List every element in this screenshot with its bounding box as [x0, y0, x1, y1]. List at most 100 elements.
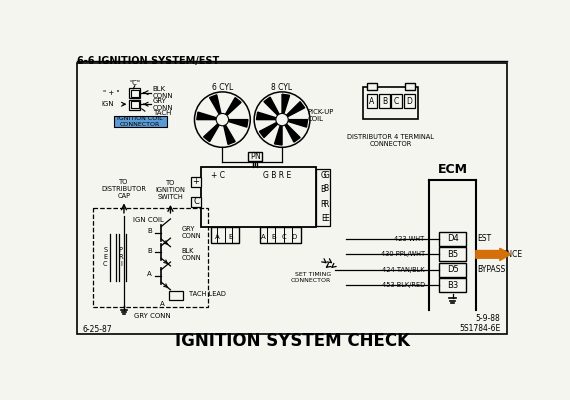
Text: 453 BLK/RED: 453 BLK/RED — [381, 282, 425, 288]
Text: D: D — [406, 97, 412, 106]
Text: B: B — [382, 97, 387, 106]
Text: BLK
CONN: BLK CONN — [181, 248, 201, 261]
Bar — [190, 197, 201, 207]
Text: DISTRIBUTOR 4 TERMINAL
CONNECTOR: DISTRIBUTOR 4 TERMINAL CONNECTOR — [347, 134, 434, 147]
Bar — [78, 63, 507, 334]
Bar — [439, 278, 466, 292]
Text: GRY
CONN: GRY CONN — [181, 226, 201, 239]
Text: C: C — [193, 198, 199, 206]
Text: 8 CYL: 8 CYL — [271, 83, 292, 92]
Bar — [392, 94, 402, 108]
Text: C: C — [394, 97, 400, 106]
Text: IGNITION COIL
CONNECTOR: IGNITION COIL CONNECTOR — [117, 116, 163, 126]
Polygon shape — [259, 123, 277, 138]
Text: TO
IGNITION
SWITCH: TO IGNITION SWITCH — [156, 180, 185, 200]
Circle shape — [216, 114, 229, 126]
Bar — [367, 83, 377, 90]
Text: 424 TAN/BLK: 424 TAN/BLK — [382, 267, 425, 273]
Text: N: N — [254, 152, 260, 161]
Text: S
E
C: S E C — [103, 248, 108, 268]
Text: P
R
I: P R I — [119, 248, 123, 268]
Text: E: E — [324, 214, 328, 223]
Bar — [129, 88, 140, 98]
Polygon shape — [229, 120, 248, 127]
Bar — [439, 248, 466, 261]
Text: B: B — [229, 234, 233, 240]
Bar — [367, 94, 377, 108]
Text: GRY CONN: GRY CONN — [135, 313, 171, 319]
Polygon shape — [203, 124, 219, 142]
Text: 423 WHT: 423 WHT — [394, 236, 425, 242]
Bar — [93, 208, 207, 307]
Polygon shape — [226, 98, 241, 115]
Bar — [169, 290, 183, 300]
Bar — [129, 100, 140, 110]
FancyArrow shape — [476, 248, 511, 260]
Text: " + ": " + " — [103, 90, 120, 96]
Text: IGN: IGN — [101, 101, 114, 107]
Text: C: C — [281, 234, 286, 240]
Text: D: D — [291, 234, 296, 240]
Text: 430 PPL/WHT: 430 PPL/WHT — [381, 251, 425, 257]
Text: +: + — [193, 178, 200, 186]
Bar — [131, 90, 139, 96]
Text: R: R — [320, 200, 326, 209]
Bar — [248, 152, 262, 161]
Polygon shape — [286, 124, 300, 142]
Polygon shape — [210, 95, 221, 114]
Bar — [439, 232, 466, 246]
Text: TACH LEAD: TACH LEAD — [189, 291, 226, 298]
Text: B5: B5 — [447, 250, 458, 259]
Text: ECM: ECM — [438, 163, 467, 176]
Polygon shape — [256, 112, 275, 120]
Text: B: B — [324, 184, 329, 194]
Bar — [190, 176, 201, 187]
Polygon shape — [289, 120, 308, 127]
Text: G B R E: G B R E — [263, 170, 292, 180]
Text: SET TIMING
CONNECTOR: SET TIMING CONNECTOR — [291, 272, 331, 283]
Text: B: B — [271, 234, 276, 240]
Text: A: A — [369, 97, 374, 106]
Polygon shape — [275, 126, 282, 145]
Text: B: B — [320, 185, 325, 194]
Bar — [211, 228, 239, 243]
Bar — [316, 169, 330, 226]
Bar — [131, 101, 139, 108]
Bar — [404, 94, 414, 108]
Polygon shape — [264, 97, 279, 115]
Text: A: A — [147, 271, 152, 277]
Text: B: B — [147, 248, 152, 254]
Text: G: G — [320, 170, 326, 180]
Text: D4: D4 — [447, 234, 458, 244]
Text: BYPASS: BYPASS — [477, 265, 506, 274]
Text: + C: + C — [211, 170, 225, 180]
Text: REFERENCE: REFERENCE — [477, 250, 523, 259]
Text: E: E — [321, 214, 325, 224]
Circle shape — [276, 114, 288, 126]
Text: GRY
CONN: GRY CONN — [153, 98, 173, 111]
Polygon shape — [224, 126, 235, 144]
Text: R: R — [324, 200, 329, 209]
Bar — [260, 228, 300, 243]
Text: BLK
CONN: BLK CONN — [153, 86, 173, 99]
Text: B3: B3 — [447, 281, 458, 290]
Polygon shape — [197, 112, 215, 120]
Text: A: A — [261, 234, 266, 240]
Text: A: A — [215, 234, 220, 240]
Bar — [379, 94, 390, 108]
Text: TO
DISTRIBUTOR
CAP: TO DISTRIBUTOR CAP — [101, 179, 146, 199]
Text: P: P — [250, 152, 255, 161]
Text: PICK-UP
COIL: PICK-UP COIL — [308, 109, 334, 122]
Bar — [114, 116, 166, 126]
Text: EST: EST — [477, 234, 491, 244]
Text: A: A — [160, 302, 165, 308]
Text: IGN COIL: IGN COIL — [133, 218, 164, 224]
Text: B: B — [147, 228, 152, 234]
Text: 6-6 IGNITION SYSTEM/EST: 6-6 IGNITION SYSTEM/EST — [78, 56, 219, 66]
Text: D5: D5 — [447, 265, 458, 274]
Text: G: G — [323, 170, 329, 180]
Text: 6 CYL: 6 CYL — [211, 83, 233, 92]
Bar — [439, 263, 466, 277]
Bar — [201, 167, 316, 228]
Text: IGNITION SYSTEM CHECK: IGNITION SYSTEM CHECK — [174, 332, 410, 350]
